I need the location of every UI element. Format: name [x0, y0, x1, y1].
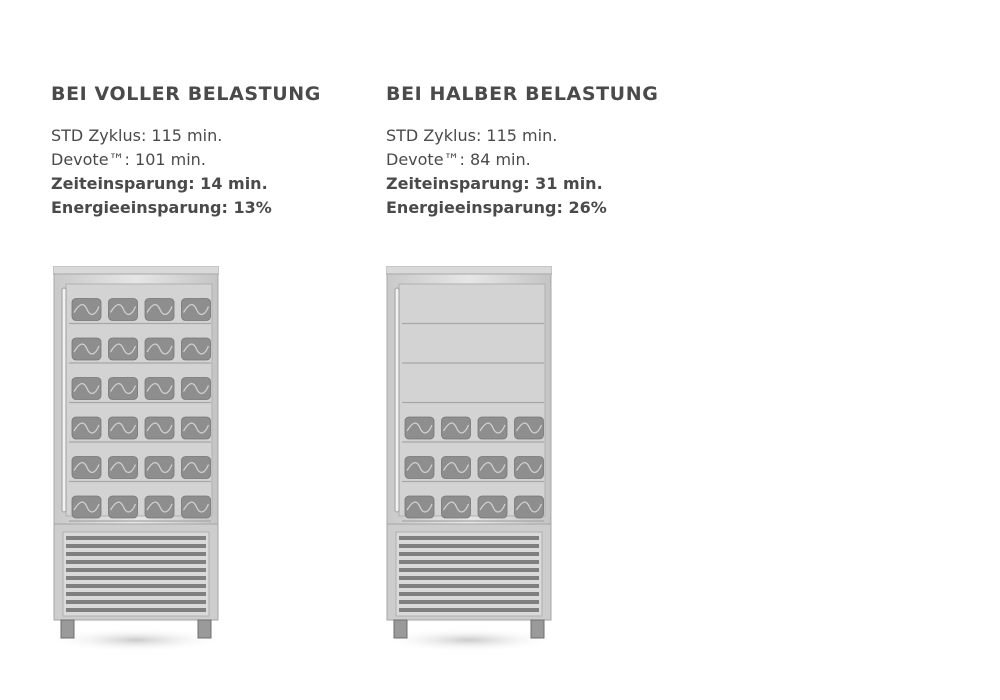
pan-wave [182, 303, 210, 316]
pan-wave [182, 422, 210, 434]
pan-wave [442, 501, 470, 513]
pan-wave [109, 501, 137, 513]
pan-wave [109, 343, 137, 355]
cabinet-foot-left [60, 619, 75, 639]
floor-shadow [386, 628, 552, 652]
pan-wave [73, 422, 100, 434]
half-load-energy-saving: Energieeinsparung: 26% [386, 198, 607, 217]
pan-wave [515, 461, 543, 474]
pan-wave [73, 501, 100, 513]
pan-wave [479, 422, 506, 434]
pan-wave [515, 501, 543, 513]
pan-wave [146, 461, 173, 474]
grille-slat [399, 592, 539, 596]
cabinet-foot-right [530, 619, 545, 639]
half-load-heading: BEI HALBER BELASTUNG [386, 83, 659, 105]
pan-wave [479, 461, 506, 474]
full-load-devote-cycle: Devote™: 101 min. [51, 150, 206, 169]
pan-wave [442, 461, 470, 474]
half-load-column: BEI HALBER BELASTUNG STD Zyklus: 115 min… [386, 82, 706, 220]
pan-wave [73, 382, 100, 395]
grille-slat [66, 584, 206, 588]
pan-wave [406, 422, 433, 434]
full-load-std-cycle: STD Zyklus: 115 min. [51, 126, 223, 145]
pan-wave [73, 343, 100, 355]
half-load-std-cycle: STD Zyklus: 115 min. [386, 126, 558, 145]
pan-wave [182, 343, 210, 355]
floor-shadow [53, 628, 219, 652]
cabinet-foot-right [197, 619, 212, 639]
pan-wave [109, 461, 137, 474]
pan-wave [406, 461, 433, 474]
grille-slat [66, 536, 206, 540]
cabinet-illustration [386, 266, 552, 652]
grille-slat [66, 608, 206, 612]
grille-slat [66, 552, 206, 556]
door-handle [61, 287, 67, 513]
grille-slat [66, 592, 206, 596]
half-load-cabinet-image [386, 266, 552, 658]
grille-slat [399, 536, 539, 540]
pan-wave [109, 422, 137, 434]
grille-slat [66, 568, 206, 572]
pan-wave [146, 382, 173, 395]
half-load-devote-cycle: Devote™: 84 min. [386, 150, 531, 169]
grille-slat [399, 608, 539, 612]
grille-slat [66, 560, 206, 564]
full-load-energy-saving: Energieeinsparung: 13% [51, 198, 272, 217]
grille-slat [399, 584, 539, 588]
pan-wave [146, 422, 173, 434]
pan-wave [73, 303, 100, 316]
pan-wave [182, 501, 210, 513]
pan-wave [406, 501, 433, 513]
pan-wave [146, 303, 173, 316]
full-load-time-saving: Zeiteinsparung: 14 min. [51, 174, 268, 193]
pan-wave [515, 422, 543, 434]
half-load-time-saving: Zeiteinsparung: 31 min. [386, 174, 603, 193]
pan-wave [73, 461, 100, 474]
full-load-column: BEI VOLLER BELASTUNG STD Zyklus: 115 min… [51, 82, 371, 220]
grille-slat [66, 544, 206, 548]
pan-wave [109, 382, 137, 395]
full-load-heading: BEI VOLLER BELASTUNG [51, 83, 321, 105]
pan-wave [442, 422, 470, 434]
grille-slat [399, 552, 539, 556]
grille-slat [399, 544, 539, 548]
door-handle [394, 287, 400, 513]
full-load-cabinet-image [53, 266, 219, 658]
grille-slat [399, 568, 539, 572]
cabinet-foot-left [393, 619, 408, 639]
pan-wave [146, 343, 173, 355]
cabinet-top [53, 266, 219, 275]
pan-wave [182, 382, 210, 395]
cabinet-top [386, 266, 552, 275]
pan-wave [479, 501, 506, 513]
grille-slat [66, 600, 206, 604]
grille-slat [399, 600, 539, 604]
grille-slat [66, 576, 206, 580]
pan-wave [182, 461, 210, 474]
pan-wave [109, 303, 137, 316]
cabinet-illustration [53, 266, 219, 652]
grille-slat [399, 576, 539, 580]
grille-slat [399, 560, 539, 564]
pan-wave [146, 501, 173, 513]
